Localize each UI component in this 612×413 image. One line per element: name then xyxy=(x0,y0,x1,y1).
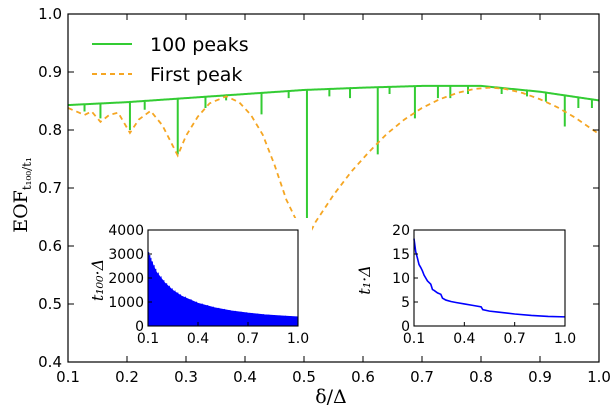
inset-y-tick-label: 3000 xyxy=(108,247,144,263)
inset-y-tick-label: 15 xyxy=(392,247,410,263)
main-ticks: 0.1 0.2 0.3 0.4 0.5 0.6 0.7 0.8 0.9 1.0 0.4 0.5 0.6 0… xyxy=(38,5,611,386)
inset-y-tick-label: 4000 xyxy=(108,223,144,239)
inset-background xyxy=(100,218,312,356)
inset-x-tick-label: 1.0 xyxy=(287,331,309,347)
inset-x-tick-label: 0.7 xyxy=(504,331,526,347)
main-x-tick-label: 0.5 xyxy=(292,368,316,386)
inset-y-tick-label: 20 xyxy=(392,223,410,239)
inset-right-ylabel: t₁·Δ xyxy=(355,265,374,294)
main-x-tick-label: 0.6 xyxy=(351,368,375,386)
series-first-peak-line xyxy=(67,86,600,241)
main-x-tick-label: 1.0 xyxy=(587,368,611,386)
legend-first-peak-label: First peak xyxy=(150,64,242,86)
inset-y-tick-label: 1000 xyxy=(108,295,144,311)
inset-left: 0.1 0.4 0.7 1.0 0 1000 2000 3000 4000 xyxy=(100,218,312,356)
main-y-tick-label: 0.4 xyxy=(38,353,62,371)
main-x-tick-label: 0.1 xyxy=(56,368,80,386)
main-x-tick-label: 0.3 xyxy=(174,368,198,386)
legend: 100 peaks First peak xyxy=(92,34,249,86)
main-y-tick-label: 1.0 xyxy=(38,5,62,23)
inset-y-tick-label: 10 xyxy=(392,271,410,287)
inset-x-tick-label: 0.1 xyxy=(403,331,425,347)
inset-background xyxy=(366,218,579,356)
main-y-tick-label: 0.9 xyxy=(38,63,62,81)
inset-left-ylabel: t₁₀₀·Δ xyxy=(88,259,107,301)
inset-x-tick-label: 0.1 xyxy=(137,331,159,347)
main-y-tick-label: 0.6 xyxy=(38,237,62,255)
main-ylabel: EOFt₁₀₀/t₁ xyxy=(10,157,34,233)
main-x-tick-label: 0.8 xyxy=(469,368,493,386)
series-100-peaks-line xyxy=(67,84,600,239)
inset-x-tick-label: 1.0 xyxy=(554,331,576,347)
inset-right: 0.1 0.4 0.7 1.0 0 5 10 15 20 xyxy=(366,218,579,356)
t1-line xyxy=(413,238,566,318)
main-x-tick-label: 0.9 xyxy=(528,368,552,386)
main-y-tick-label: 0.7 xyxy=(38,179,62,197)
inset-y-tick-label: 0 xyxy=(135,319,144,335)
main-x-tick-label: 0.7 xyxy=(410,368,434,386)
main-xlabel: δ/Δ xyxy=(315,386,347,408)
inset-y-tick-label: 0 xyxy=(401,319,410,335)
main-y-tick-label: 0.8 xyxy=(38,121,62,139)
main-x-tick-label: 0.4 xyxy=(233,368,257,386)
main-y-tick-label: 0.5 xyxy=(38,295,62,313)
inset-x-tick-label: 0.7 xyxy=(237,331,259,347)
main-x-tick-label: 0.2 xyxy=(115,368,139,386)
inset-x-tick-label: 0.4 xyxy=(187,331,209,347)
inset-y-tick-label: 2000 xyxy=(108,271,144,287)
inset-y-tick-label: 5 xyxy=(401,295,410,311)
inset-x-tick-label: 0.4 xyxy=(453,331,475,347)
legend-100-peaks-label: 100 peaks xyxy=(150,34,249,56)
